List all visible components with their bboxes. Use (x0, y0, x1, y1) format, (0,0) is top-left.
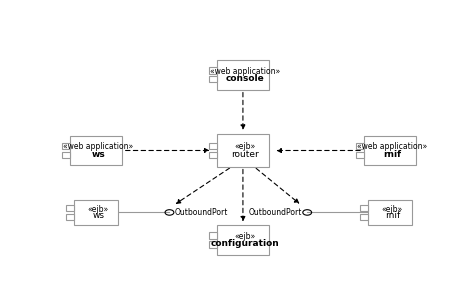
Text: ws: ws (91, 150, 105, 159)
Bar (364, 136, 416, 165)
Text: rnif: rnif (385, 211, 400, 220)
Text: «web application»: «web application» (210, 67, 281, 76)
Text: «ejb»: «ejb» (88, 205, 109, 214)
Text: «ejb»: «ejb» (235, 232, 256, 241)
Bar (66, 214, 74, 220)
Bar (360, 214, 368, 220)
Text: «ejb»: «ejb» (235, 142, 256, 151)
Text: «ejb»: «ejb» (382, 205, 403, 214)
Bar (368, 200, 412, 225)
Bar (74, 200, 118, 225)
Bar (217, 60, 269, 90)
Bar (62, 152, 70, 158)
Text: «web application»: «web application» (357, 142, 428, 151)
Text: OutboundPort: OutboundPort (248, 208, 301, 217)
Bar (209, 143, 217, 149)
Bar (360, 205, 368, 211)
Bar (209, 76, 217, 82)
Text: router: router (231, 150, 259, 159)
Bar (217, 225, 269, 255)
Text: rnif: rnif (383, 150, 401, 159)
Text: configuration: configuration (211, 239, 280, 248)
Bar (209, 152, 217, 158)
Bar (209, 241, 217, 248)
Text: console: console (226, 74, 264, 83)
Bar (209, 67, 217, 74)
Bar (217, 134, 269, 167)
Bar (209, 232, 217, 239)
Bar (62, 143, 70, 149)
Bar (70, 136, 122, 165)
Text: OutboundPort: OutboundPort (175, 208, 228, 217)
Bar (356, 143, 364, 149)
Bar (66, 205, 74, 211)
Text: «web application»: «web application» (64, 142, 134, 151)
Text: ws: ws (92, 211, 104, 220)
Bar (356, 152, 364, 158)
